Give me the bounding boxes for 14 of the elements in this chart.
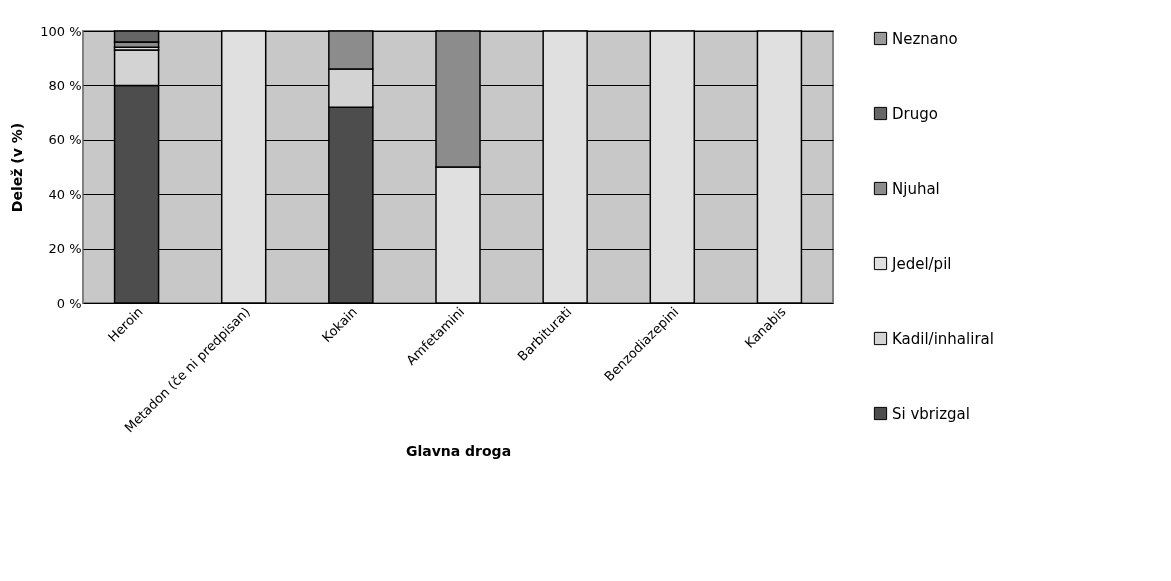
y-tick-label: 40 % bbox=[48, 186, 82, 202]
legend-label: Njuhal bbox=[892, 179, 940, 198]
legend-label: Jedel/pil bbox=[891, 254, 952, 273]
legend-label: Kadil/inhaliral bbox=[892, 329, 994, 348]
legend-label: Drugo bbox=[892, 104, 938, 123]
x-axis-title: Glavna droga bbox=[405, 443, 512, 460]
y-tick-label: 80 % bbox=[48, 77, 82, 93]
y-tick-label: 20 % bbox=[48, 241, 82, 257]
y-tick-label: 0 % bbox=[56, 295, 82, 311]
y-tick-label: 60 % bbox=[48, 132, 82, 148]
legend-label: Si vbrizgal bbox=[892, 404, 970, 423]
y-tick-label: 100 % bbox=[40, 23, 82, 39]
legend-label: Neznano bbox=[892, 29, 958, 48]
y-axis-title: Delež (v %) bbox=[9, 122, 26, 213]
